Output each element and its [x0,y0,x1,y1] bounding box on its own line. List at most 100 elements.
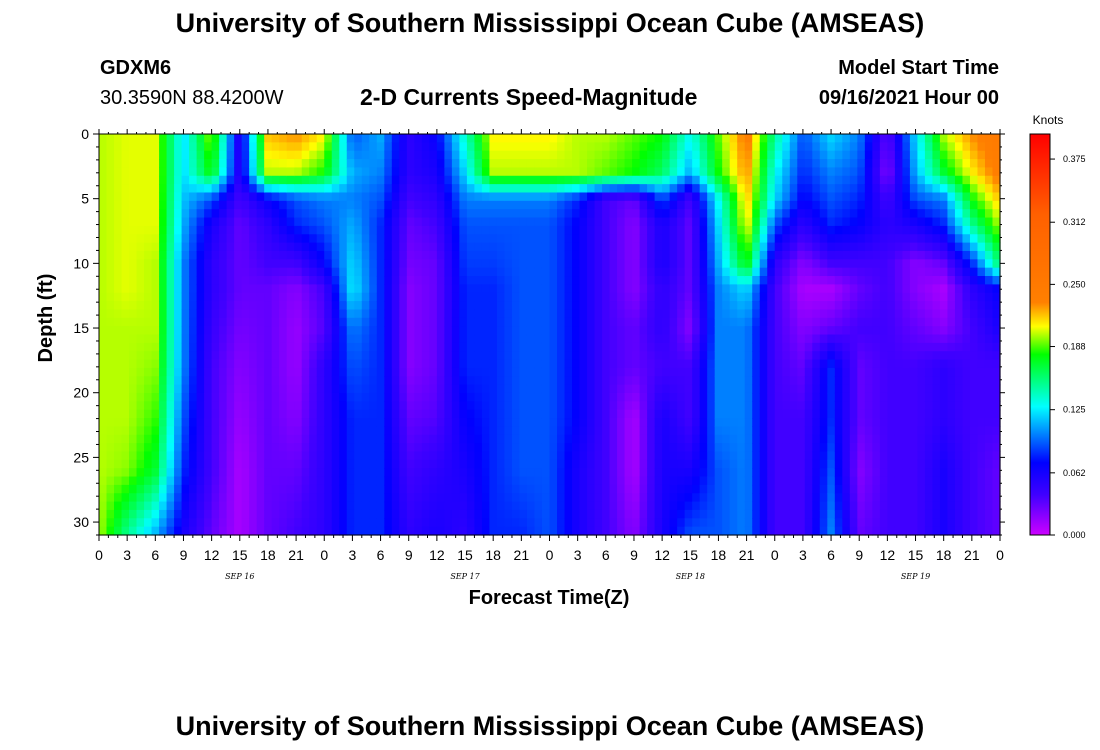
heatmap-cell [384,418,393,427]
heatmap-cell [301,234,310,244]
heatmap-cell [534,418,543,427]
heatmap-cell [504,184,513,194]
heatmap-cell [707,309,716,319]
heatmap-cell [834,459,843,469]
heatmap-cell [99,376,108,386]
heatmap-cell [557,209,566,219]
heatmap-cell [812,150,821,160]
heatmap-cell [99,493,108,503]
heatmap-cell [99,334,108,344]
heatmap-cell [429,484,438,494]
heatmap-cell [136,426,145,436]
heatmap-cell [421,242,430,252]
heatmap-cell [564,276,573,285]
heatmap-cell [579,384,588,394]
heatmap-cell [256,192,265,202]
heatmap-cell [714,301,723,311]
heatmap-cell [166,476,175,486]
heatmap-cell [474,359,483,369]
heatmap-cell [129,501,138,511]
heatmap-cell [121,150,130,160]
heatmap-cell [399,484,408,494]
heatmap-cell [834,242,843,252]
heatmap-cell [692,326,701,336]
heatmap-cell [519,309,528,319]
heatmap-cell [436,242,445,252]
heatmap-cell [316,284,325,294]
heatmap-cell [121,259,130,269]
heatmap-cell [827,509,836,519]
heatmap-cell [129,234,138,244]
heatmap-cell [872,484,881,494]
heatmap-cell [804,267,813,277]
heatmap-cell [519,225,528,235]
heatmap-cell [692,376,701,386]
heatmap-cell [699,301,708,311]
heatmap-cell [587,342,596,352]
heatmap-cell [609,443,618,453]
heatmap-cell [684,192,693,202]
heatmap-cell [339,376,348,386]
heatmap-cell [339,209,348,219]
heatmap-cell [399,418,408,427]
heatmap-cell [707,217,716,227]
heatmap-cell [519,259,528,269]
heatmap-cell [857,217,866,227]
heatmap-cell [481,134,491,143]
heatmap-cell [399,376,408,386]
heatmap-cell [504,276,513,285]
heatmap-cell [294,209,303,219]
heatmap-cell [572,267,581,277]
heatmap-cell [797,184,806,194]
heatmap-cell [271,468,280,478]
heatmap-cell [474,468,483,478]
heatmap-cell [609,192,618,202]
heatmap-cell [159,134,168,143]
heatmap-cell [114,509,123,519]
heatmap-cell [99,142,108,152]
heatmap-cell [279,526,288,536]
heatmap-cell [744,134,753,143]
heatmap-cell [99,175,108,185]
heatmap-cell [346,468,355,478]
heatmap-cell [331,451,340,461]
heatmap-cell [496,142,506,152]
heatmap-cell [309,192,318,202]
heatmap-cell [519,342,528,352]
heatmap-cell [151,200,160,210]
heatmap-cell [106,301,115,311]
heatmap-cell [759,200,768,210]
heatmap-cell [857,301,866,311]
heatmap-cell [707,526,716,536]
heatmap-cell [211,234,220,244]
heatmap-cell [361,384,370,394]
heatmap-cell [511,184,521,194]
heatmap-cell [587,418,596,427]
heatmap-cell [579,401,588,411]
heatmap-cell [354,267,363,277]
heatmap-cell [241,376,250,386]
heatmap-cell [151,225,160,235]
heatmap-cell [587,301,596,311]
heatmap-cell [496,175,506,185]
heatmap-cell [722,501,731,511]
heatmap-cell [474,451,483,461]
heatmap-cell [654,518,663,528]
heatmap-cell [489,418,498,427]
heatmap-cell [744,150,753,160]
heatmap-cell [864,217,873,227]
heatmap-cell [526,334,536,344]
heatmap-cell [526,184,536,194]
heatmap-cell [249,501,258,511]
heatmap-cell [744,509,753,519]
heatmap-cell [729,526,738,536]
heatmap-cell [804,175,813,185]
heatmap-cell [872,175,881,185]
heatmap-cell [812,301,821,311]
heatmap-cell [654,150,663,160]
heatmap-cell [429,142,438,152]
heatmap-cell [301,192,310,202]
heatmap-cell [782,284,791,294]
heatmap-cell [722,317,731,327]
heatmap-cell [647,518,656,528]
